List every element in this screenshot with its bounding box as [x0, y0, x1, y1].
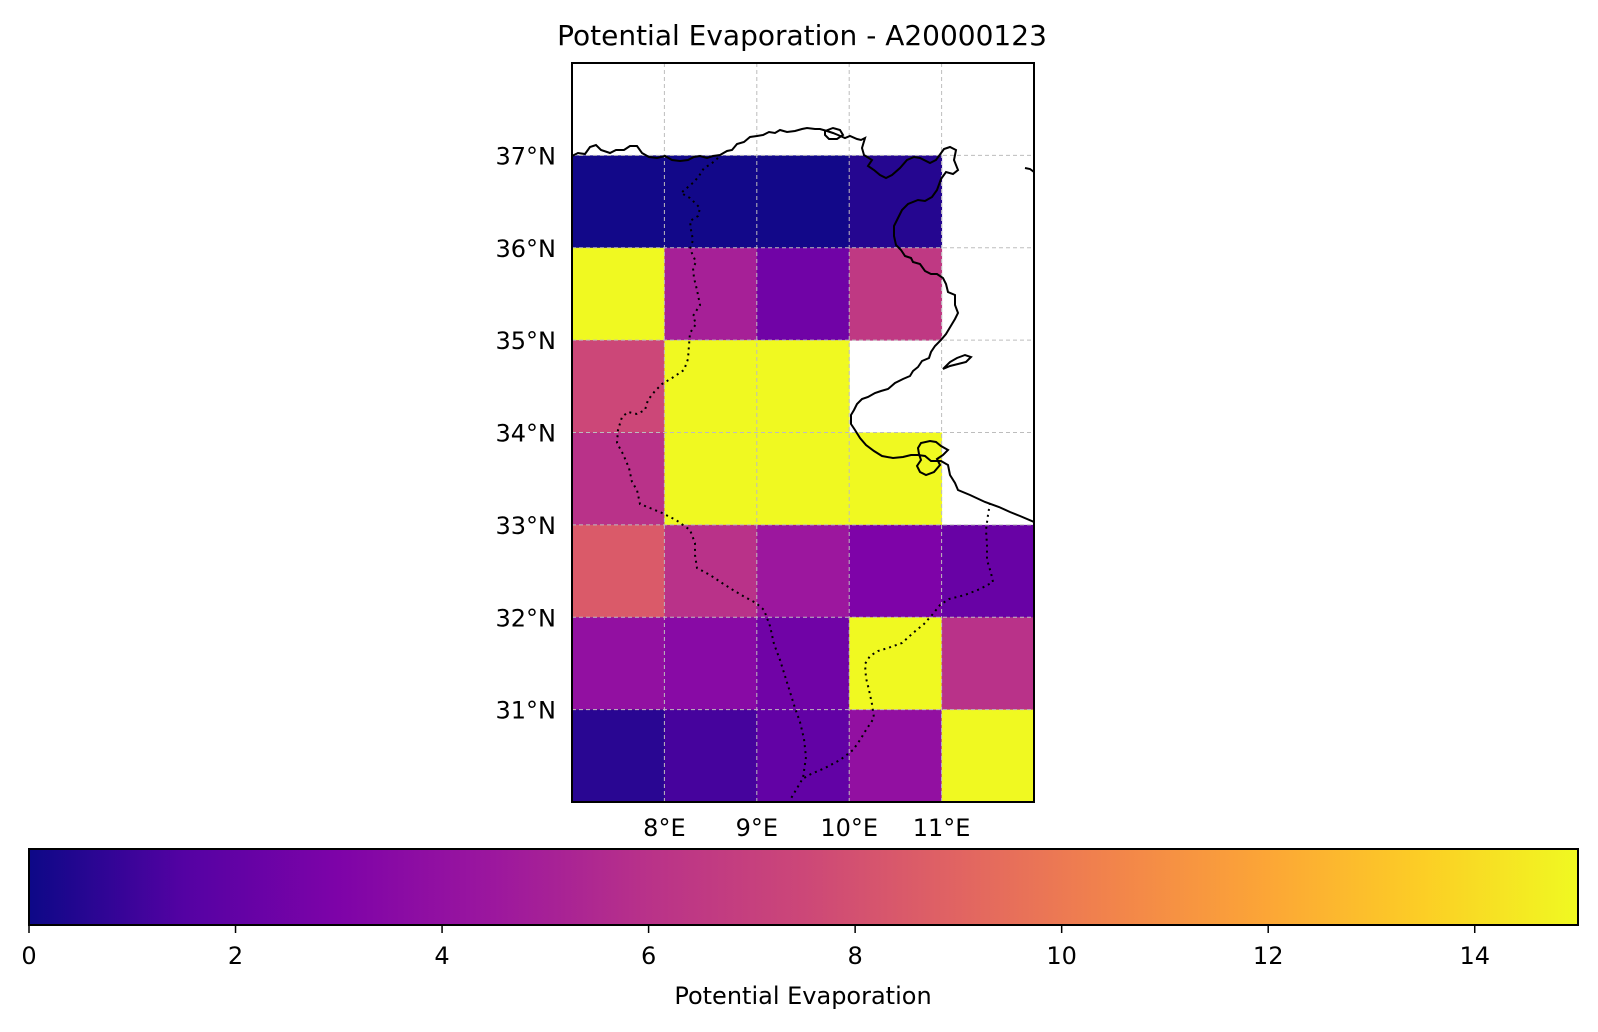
map-plot-area [571, 62, 1035, 803]
heatmap-cell [664, 524, 758, 618]
heatmap-cell [756, 524, 850, 618]
heatmap-cell [849, 432, 943, 526]
heatmap-cell [572, 617, 665, 711]
heatmap-cell [664, 709, 758, 802]
y-tick-label: 37°N [496, 142, 557, 170]
y-tick-label: 34°N [496, 420, 557, 448]
heatmap-cell [941, 709, 1034, 802]
heatmap-cell [572, 524, 665, 618]
colorbar-gradient [28, 848, 1579, 926]
x-tick-label: 11°E [913, 814, 971, 842]
heatmap-cell [572, 340, 665, 433]
colorbar-tick-label: 4 [434, 942, 449, 970]
heatmap-cell [941, 524, 1034, 618]
x-tick-label: 10°E [820, 814, 878, 842]
heatmap-cell [572, 247, 665, 341]
colorbar-tick-label: 8 [847, 942, 862, 970]
colorbar-tick-label: 2 [228, 942, 243, 970]
heatmap-cell [849, 155, 943, 249]
y-axis-ticks: 31°N 32°N 33°N 34°N 35°N 36°N 37°N [496, 142, 557, 724]
coastline-island-kerkennah [942, 353, 973, 370]
border-algeria-tunisia [615, 157, 808, 801]
y-tick-label: 32°N [496, 604, 557, 632]
y-tick-label: 35°N [496, 327, 557, 355]
heatmap-cell [849, 524, 943, 618]
colorbar-tick-label: 6 [641, 942, 656, 970]
heatmap-cell [664, 340, 758, 433]
heatmap-cell [572, 432, 665, 526]
border-tunisia-libya [803, 502, 995, 779]
coastline-island-north [824, 126, 845, 140]
coastline [572, 126, 1034, 523]
heatmap-cell [572, 709, 665, 802]
heatmap-cell [664, 432, 758, 526]
heatmap-cell [849, 617, 943, 711]
y-tick-label: 36°N [496, 235, 557, 263]
x-tick-label: 9°E [736, 814, 778, 842]
heatmap-cell [756, 617, 850, 711]
heatmap-cell [756, 432, 850, 526]
coastline-sicily-tip [1024, 167, 1034, 173]
colorbar-tick-label: 12 [1253, 942, 1284, 970]
colorbar-ticks: 0 2 4 6 8 10 12 14 [21, 925, 1490, 970]
colorbar-tick-label: 14 [1459, 942, 1490, 970]
colorbar-tick-label: 10 [1046, 942, 1077, 970]
colorbar-label: Potential Evaporation [674, 982, 931, 1010]
chart-title: Potential Evaporation - A20000123 [557, 19, 1047, 52]
heatmap-cell [849, 709, 943, 802]
x-axis-ticks: 8°E 9°E 10°E 11°E [643, 814, 970, 842]
coastline-island-djerba [915, 439, 950, 477]
x-tick-label: 8°E [643, 814, 685, 842]
map-frame [571, 62, 1035, 803]
heatmap-cell [664, 155, 758, 249]
heatmap-cell [756, 340, 850, 433]
heatmap-cell [756, 247, 850, 341]
y-tick-label: 33°N [496, 512, 557, 540]
heatmap-cell [849, 247, 943, 341]
heatmap-cell [756, 155, 850, 249]
heatmap-cell [664, 247, 758, 341]
colorbar-tick-label: 0 [21, 942, 36, 970]
heatmap-cell [941, 617, 1034, 711]
colorbar: 0 2 4 6 8 10 12 14 Potential Evaporation [21, 848, 1579, 1010]
y-tick-label: 31°N [496, 697, 557, 725]
heatmap-cell [756, 709, 850, 802]
heatmap-cell [664, 617, 758, 711]
heatmap-cell [572, 155, 665, 249]
